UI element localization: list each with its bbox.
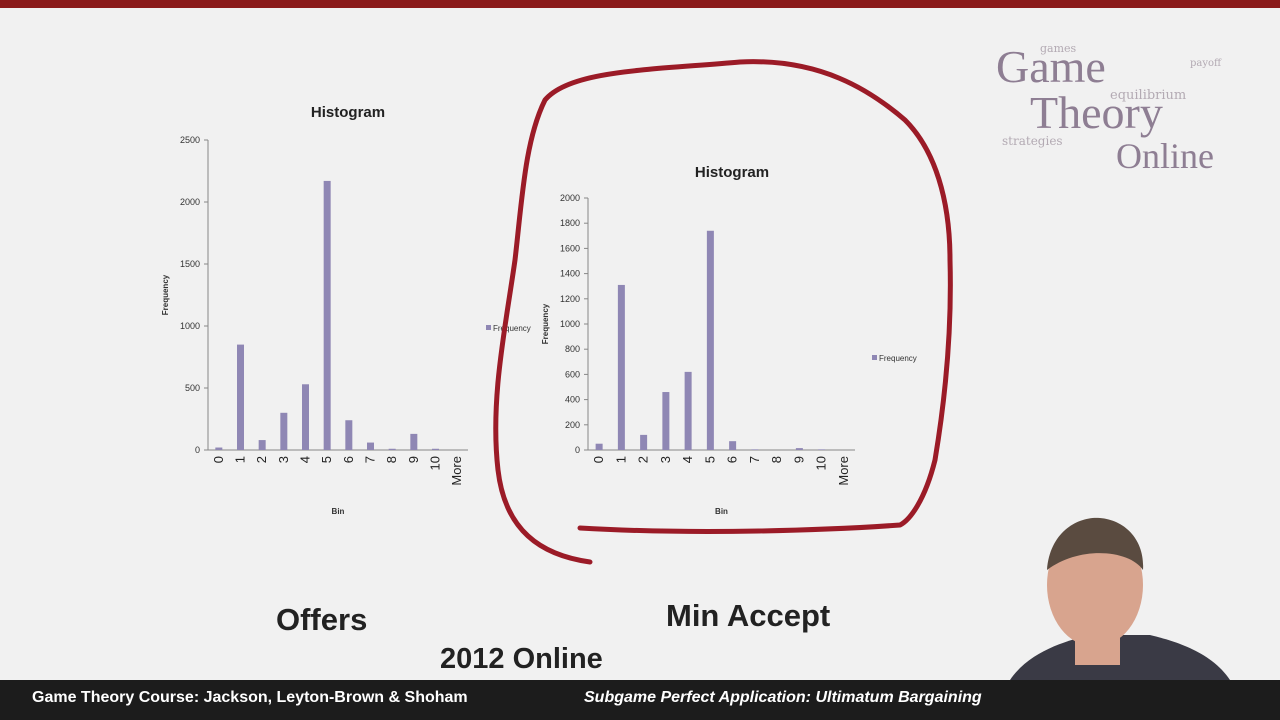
bar <box>595 443 603 450</box>
x-tick-label: 3 <box>276 456 291 463</box>
bar <box>617 284 625 450</box>
bar <box>237 344 244 450</box>
y-tick-label: 1600 <box>560 243 580 253</box>
x-tick-label: More <box>449 456 464 486</box>
y-tick-label: 800 <box>565 344 580 354</box>
bar <box>410 433 418 450</box>
x-tick-label: 2 <box>254 456 269 463</box>
footer-course-title: Game Theory Course: Jackson, Leyton-Brow… <box>32 689 468 706</box>
y-tick-label: 1800 <box>560 218 580 228</box>
x-tick-label: 0 <box>591 456 606 463</box>
y-tick-label: 1000 <box>180 321 200 331</box>
bar <box>323 180 331 451</box>
bar <box>302 384 309 450</box>
logo-line-online: Online <box>1116 136 1214 176</box>
bar <box>367 442 374 450</box>
y-tick-label: 2500 <box>180 135 200 145</box>
y-tick-label: 600 <box>565 369 580 379</box>
y-tick-label: 2000 <box>560 193 580 203</box>
logo-line-theory: Theory <box>1030 87 1163 138</box>
legend-label: Frequency <box>879 354 917 363</box>
bar <box>640 434 648 450</box>
x-tick-label: 4 <box>680 456 695 463</box>
bar <box>706 230 714 450</box>
y-tick-label: 200 <box>565 420 580 430</box>
bar <box>662 392 670 450</box>
x-tick-label: 8 <box>769 456 784 463</box>
logo-wordcloud-word: payoff <box>1190 58 1222 69</box>
x-tick-label: More <box>836 456 851 486</box>
x-tick-label: 10 <box>814 456 829 470</box>
caption-offers: Offers <box>276 602 368 637</box>
top-accent-bar <box>0 0 1280 8</box>
x-tick-label: 6 <box>725 456 740 463</box>
chart-offers-title: Histogram <box>310 104 386 121</box>
bar <box>345 420 353 450</box>
game-theory-online-logo: games equilibrium strategies payoff Game… <box>990 28 1260 188</box>
y-tick-label: 400 <box>565 395 580 405</box>
x-tick-label: 7 <box>747 456 762 463</box>
x-tick-label: 3 <box>658 456 673 463</box>
x-tick-label: 7 <box>363 456 378 463</box>
x-tick-label: 9 <box>791 456 806 463</box>
x-tick-label: 9 <box>406 456 421 463</box>
x-tick-label: 0 <box>211 456 226 463</box>
x-axis-label: Bin <box>715 507 728 516</box>
y-tick-label: 0 <box>575 445 580 455</box>
x-tick-label: 5 <box>702 456 717 463</box>
x-tick-label: 10 <box>428 456 443 470</box>
caption-min-accept: Min Accept <box>666 598 831 633</box>
logo-line-game: Game <box>996 41 1106 92</box>
y-tick-label: 1400 <box>560 269 580 279</box>
legend-swatch <box>486 325 491 330</box>
bar <box>215 447 223 450</box>
x-tick-label: 1 <box>233 456 248 463</box>
bar <box>280 412 288 450</box>
annotation-stroke <box>493 59 953 565</box>
bar <box>729 441 737 450</box>
chart-min-accept-title: Histogram <box>694 164 770 181</box>
bar <box>751 449 759 450</box>
bar <box>388 448 396 450</box>
footer-lecture-title: Subgame Perfect Application: Ultimatum B… <box>584 689 982 706</box>
legend-label: Frequency <box>493 324 531 333</box>
x-axis-label: Bin <box>332 507 345 516</box>
x-tick-label: 6 <box>341 456 356 463</box>
x-tick-label: 2 <box>636 456 651 463</box>
bar <box>258 440 266 450</box>
caption-year: 2012 Online <box>440 643 603 675</box>
logo-wordcloud-word: games <box>1040 42 1077 55</box>
bar <box>818 449 826 450</box>
y-tick-label: 1200 <box>560 294 580 304</box>
logo-wordcloud-word: equilibrium <box>1110 88 1187 103</box>
y-tick-label: 0 <box>195 445 200 455</box>
y-tick-label: 1500 <box>180 259 200 269</box>
y-axis-label: Frequency <box>161 274 170 315</box>
y-tick-label: 1000 <box>560 319 580 329</box>
y-axis-label: Frequency <box>541 303 550 344</box>
bar <box>432 448 439 450</box>
legend-swatch <box>872 355 877 360</box>
y-tick-label: 2000 <box>180 197 200 207</box>
footer-bar: Game Theory Course: Jackson, Leyton-Brow… <box>0 680 1280 720</box>
y-tick-label: 500 <box>185 383 200 393</box>
x-tick-label: 1 <box>613 456 628 463</box>
x-tick-label: 5 <box>319 456 334 463</box>
x-tick-label: 8 <box>384 456 399 463</box>
logo-wordcloud-word: strategies <box>1002 134 1063 148</box>
x-tick-label: 4 <box>298 456 313 463</box>
bar <box>684 371 692 450</box>
bar <box>795 448 803 450</box>
